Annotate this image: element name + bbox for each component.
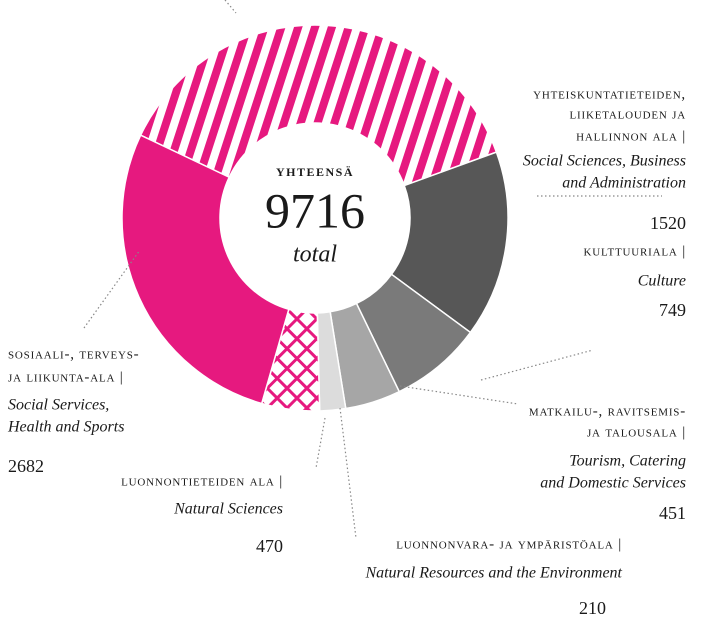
total-label: yhteensä: [276, 161, 354, 180]
leader-line: [399, 385, 519, 405]
donut-slice: [390, 151, 509, 334]
value-label: 451: [659, 503, 686, 523]
value-label: 1520: [650, 213, 686, 233]
label-fi: luonnontieteiden ala |: [121, 473, 283, 489]
label-en: Social Sciences, Business: [523, 153, 686, 170]
label-en: Natural Sciences: [173, 501, 283, 518]
label-en: Social Services,: [8, 397, 109, 414]
label-fi: kulttuuriala |: [584, 243, 686, 259]
label-en: and Domestic Services: [540, 475, 686, 492]
value-label: 2682: [8, 456, 44, 476]
label-fi: ja liikunta-ala |: [8, 369, 124, 385]
value-label: 210: [579, 598, 606, 617]
label-en: Culture: [638, 273, 686, 290]
label-fi: yhteiskuntatieteiden,: [533, 86, 686, 102]
label-en: Tourism, Catering: [569, 453, 686, 470]
label-fi: sosiaali-, terveys-: [8, 346, 139, 362]
label-fi: liiketalouden ja: [570, 106, 686, 122]
label-fi: ja talousala |: [587, 424, 686, 440]
value-label: 749: [659, 300, 686, 320]
value-label: 470: [256, 536, 283, 556]
leader-line: [315, 417, 326, 469]
total-caption: total: [293, 242, 337, 268]
label-fi: luonnonvara- ja ympäristöala |: [396, 536, 622, 552]
leader-line: [339, 407, 357, 539]
leader-line: [83, 249, 141, 329]
label-en: and Administration: [562, 175, 686, 192]
leader-line: [224, 0, 237, 14]
label-fi: hallinnon ala |: [576, 128, 686, 144]
label-en: Natural Resources and the Environment: [364, 565, 622, 582]
donut-slice: [139, 24, 498, 187]
donut-slice: [121, 134, 290, 405]
leader-line: [480, 349, 594, 381]
label-fi: matkailu-, ravitsemis-: [529, 403, 686, 419]
label-en: Health and Sports: [7, 419, 124, 436]
total-value: 9716: [265, 182, 365, 238]
